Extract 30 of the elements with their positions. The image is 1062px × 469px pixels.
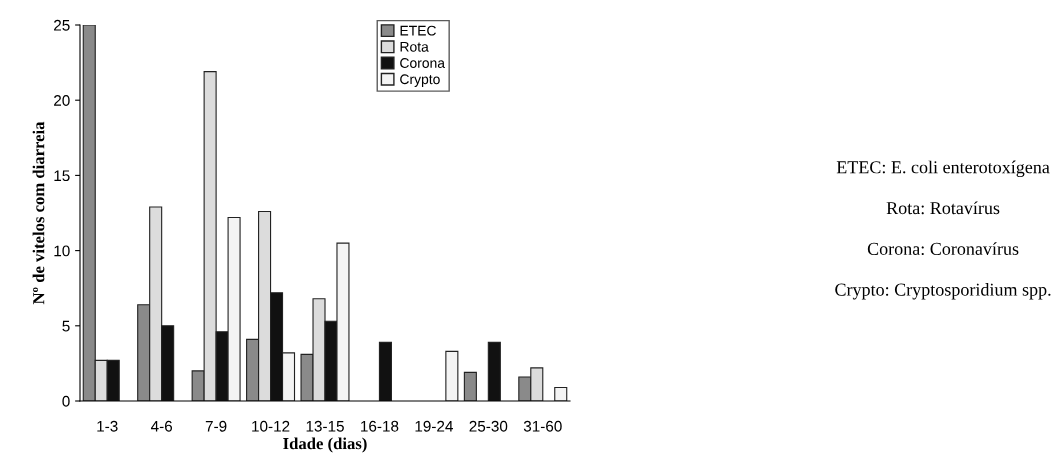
y-tick-label: 0 <box>62 395 70 407</box>
y-tick-label: 15 <box>54 170 70 182</box>
x-tick-label: 1-3 <box>97 420 118 432</box>
y-tick-label: 10 <box>54 245 70 257</box>
legend-label: Rota <box>400 42 429 52</box>
x-tick-label: 25-30 <box>469 420 508 432</box>
x-tick-label: 16-18 <box>361 420 399 432</box>
y-tick-label: 5 <box>62 320 70 332</box>
y-axis-title: Nº de vitelos com diarreia <box>32 121 45 305</box>
bar <box>487 341 501 401</box>
x-tick-label: 19-24 <box>415 420 453 432</box>
bar <box>378 341 392 401</box>
x-tick-label: 31-60 <box>523 420 562 432</box>
x-tick-label: 13-15 <box>306 420 344 432</box>
bar <box>463 371 477 401</box>
text: ETEC: E. coli enterotoxígena <box>836 160 1050 178</box>
x-tick-label: 10-12 <box>252 420 290 432</box>
text: Rota: Rotavírus <box>886 201 1000 215</box>
bar <box>554 386 568 401</box>
legend-label: Corona <box>400 58 446 68</box>
x-tick-label: 4-6 <box>150 420 173 432</box>
bar <box>445 350 459 401</box>
text: Corona: Coronavírus <box>867 242 1019 256</box>
y-tick-label: 25 <box>54 19 70 31</box>
x-axis-title: Idade (dias) <box>283 437 367 453</box>
y-tick-label: 20 <box>54 95 70 106</box>
x-tick-label: 7-9 <box>205 420 227 432</box>
legend-label: Crypto <box>400 74 440 87</box>
legend-label: ETEC <box>400 25 436 36</box>
text: Crypto: Cryptosporidium spp. <box>835 283 1051 300</box>
